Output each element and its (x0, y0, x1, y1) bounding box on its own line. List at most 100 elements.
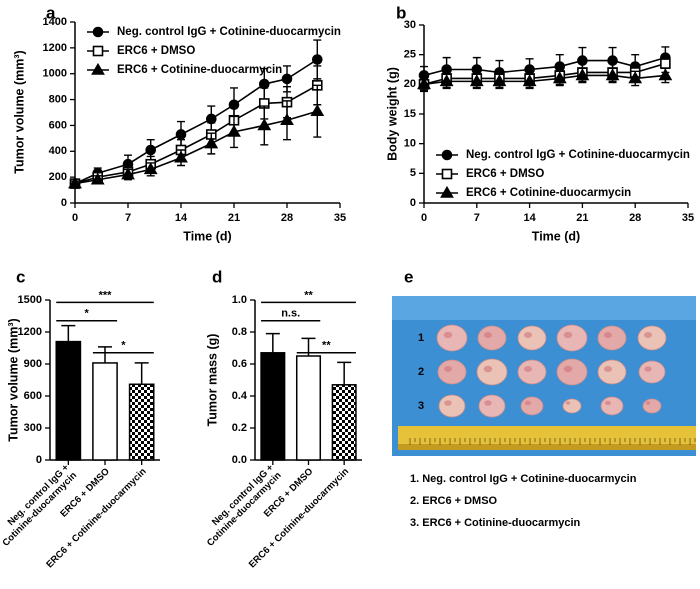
error-bar (337, 361, 352, 385)
row-label: 1 (418, 332, 424, 344)
panel-label: b (396, 3, 406, 22)
marker (227, 124, 241, 137)
x-tick-label: 7 (474, 212, 480, 224)
legend-marker (92, 45, 104, 57)
legend-label: ERC6 + DMSO (466, 168, 544, 180)
significance-label: ** (322, 340, 331, 352)
marker (605, 68, 620, 81)
tumor-spot (444, 400, 452, 406)
marker (280, 113, 294, 126)
bar (260, 352, 286, 461)
y-tick-label: 1400 (43, 16, 67, 28)
y-tick-label: 800 (49, 93, 67, 105)
significance-label: ** (304, 289, 313, 301)
tumor-spot (484, 332, 492, 338)
bar (128, 383, 155, 461)
marker (174, 150, 188, 163)
marker (205, 113, 217, 125)
legend-label: ERC6 + DMSO (117, 45, 195, 57)
x-tick-label: 21 (576, 212, 588, 224)
x-axis-title: Time (d) (532, 229, 580, 243)
y-tick-label: 0 (410, 197, 416, 209)
panel-label: e (404, 267, 413, 286)
y-tick-label: 600 (24, 390, 42, 402)
tumor-spot (483, 365, 493, 373)
marker (575, 68, 590, 81)
tumor-spot (484, 400, 492, 406)
tumor (437, 359, 467, 385)
tumors (436, 324, 667, 418)
marker (257, 118, 272, 131)
y-tick-label: 1200 (18, 326, 42, 338)
photo-legend: 2. ERC6 + DMSO (410, 495, 498, 507)
tumor (436, 324, 468, 352)
x-tick-label: 35 (682, 212, 694, 224)
x-tick-label: 35 (334, 212, 346, 224)
legend-marker (92, 26, 104, 38)
tumor (556, 324, 588, 352)
y-tick-label: 0.8 (232, 326, 247, 338)
marker (90, 172, 105, 185)
tumor (438, 394, 466, 418)
legend-marker (441, 149, 453, 161)
tumor-spot (443, 331, 453, 339)
tumor-spot (524, 366, 532, 372)
tumor (478, 394, 506, 418)
legend-label: ERC6 + Cotinine-duocarmycin (466, 187, 631, 199)
tumor (600, 396, 624, 416)
marker (439, 74, 454, 87)
y-axis-title: Tumor mass (g) (205, 334, 219, 427)
tumor-spot (605, 400, 611, 406)
marker (204, 136, 219, 149)
x-axis-title: Time (d) (183, 229, 231, 243)
chart-panel: a Tumor volume (mm³) 0 200 400 600 800 1000 1200… (12, 3, 346, 243)
y-tick-label: 0 (61, 197, 67, 209)
ruler (398, 444, 696, 450)
series-line (74, 58, 318, 185)
chart-panel: b Body weight (g) 0 5 10 15 20 25 30 Time (d) 0 7 14… (385, 3, 694, 243)
y-tick-label: 0.6 (232, 358, 247, 370)
photo-legend: 1. Neg. control IgG + Cotinine-duocarmyc… (410, 473, 637, 485)
marker (143, 162, 158, 175)
tumor-spot (444, 366, 452, 372)
tumor-spot (644, 366, 652, 372)
tumor-spot (565, 401, 571, 405)
y-tick-label: 1500 (18, 294, 42, 306)
series (68, 84, 325, 189)
panel-label: d (212, 267, 222, 286)
photo-panel: e 1 2 3 1. Neg. control IgG + Cotinine-d… (392, 267, 696, 529)
tumor (517, 359, 547, 385)
marker (552, 71, 567, 84)
series (69, 39, 323, 189)
photo-background (392, 296, 696, 320)
tumor-spot (604, 332, 612, 338)
tumor (556, 358, 588, 386)
tumor-spot (525, 400, 531, 406)
tumor (637, 325, 667, 351)
row-label: 3 (418, 400, 424, 412)
error-bar (98, 346, 112, 363)
marker (121, 167, 135, 180)
legend-marker (441, 168, 453, 180)
tumor-spot (563, 365, 573, 373)
tumor-spot (644, 332, 652, 338)
y-tick-label: 25 (404, 49, 416, 61)
bar (331, 384, 357, 461)
marker (311, 54, 323, 65)
y-tick-label: 200 (49, 171, 67, 183)
y-tick-label: 900 (24, 358, 42, 370)
tumor-spot (524, 332, 532, 338)
x-tick-label: 14 (523, 212, 536, 224)
marker (417, 77, 431, 90)
y-tick-label: 0.2 (232, 422, 247, 434)
marker (522, 74, 537, 87)
series-line (423, 62, 666, 86)
y-tick-label: 1000 (43, 68, 67, 80)
x-tick-label: 28 (629, 212, 641, 224)
bar (55, 340, 82, 461)
y-tick-label: 1200 (43, 42, 67, 54)
series-line (423, 74, 666, 86)
series (417, 67, 673, 91)
